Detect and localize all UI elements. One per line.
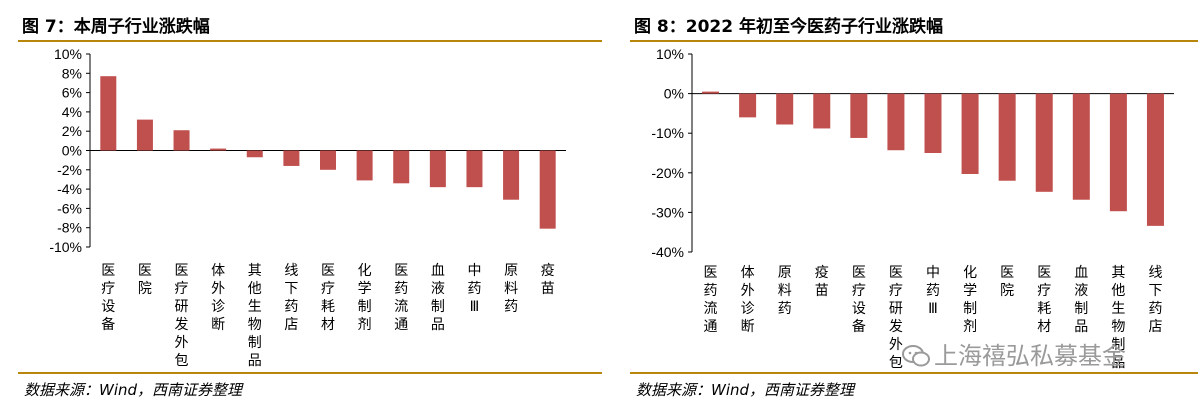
figure-8-chart: -40% -30% -20% -10% 0% 10% 医药流通 体外诊断 原料药 疫苗 医疗设备 医疗… — [651, 46, 1174, 371]
category-label: 医疗耗材 — [1037, 265, 1051, 335]
bar — [393, 150, 410, 184]
y-tick-label: -2% — [57, 162, 82, 178]
category-label: 化学制剂 — [358, 263, 372, 333]
category-label: 疫苗 — [541, 263, 555, 297]
bar — [813, 93, 831, 129]
y-tick-label: -20% — [651, 165, 684, 181]
category-label: 医疗设备 — [101, 263, 115, 333]
category-label: 医院 — [1000, 265, 1014, 299]
y-tick-label: 10% — [54, 46, 82, 62]
bar — [1035, 93, 1053, 192]
bar — [503, 150, 520, 200]
bar — [1109, 93, 1127, 212]
figure-8-source: 数据来源：Wind，西南证券整理 — [636, 381, 855, 399]
category-label: 原料药 — [778, 265, 792, 317]
category-label: 线下药店 — [284, 263, 298, 333]
category-label: 体外诊断 — [211, 263, 225, 333]
bar — [466, 150, 483, 188]
y-tick-label: -6% — [57, 200, 82, 216]
y-tick-label: 10% — [656, 46, 684, 62]
category-label: 中药 Ⅲ — [467, 263, 481, 315]
category-label: 其他生物制品 — [1111, 265, 1125, 371]
bar — [702, 91, 720, 94]
figure-7-panel: 图 7：本周子行业涨跌幅 -10% -8% -6% -4% -2% 0% 2% 4% 6% 8% 1… — [18, 17, 602, 399]
watermark-text: 上海禧弘私募基金 — [934, 342, 1126, 370]
figure-7-bottom-rule — [18, 372, 602, 374]
figure-8-title: 图 8：2022 年初至今医药子行业涨跌幅 — [634, 17, 943, 37]
category-label: 中药 Ⅲ — [926, 265, 940, 317]
category-label: 体外诊断 — [741, 265, 755, 335]
y-tick-label: 0% — [664, 86, 684, 102]
bar — [924, 93, 942, 153]
y-tick-label: 4% — [62, 104, 82, 120]
bar — [100, 76, 117, 151]
figure-8-panel: 图 8：2022 年初至今医药子行业涨跌幅 -40% -30% -20% -10% 0%… — [622, 0, 1198, 404]
bar — [1072, 93, 1090, 200]
bar — [887, 93, 905, 151]
bar — [998, 93, 1016, 181]
category-label: 医疗耗材 — [321, 263, 335, 333]
category-label: 血液制品 — [1074, 265, 1088, 335]
category-label: 其他生物制品 — [248, 263, 262, 369]
category-label: 原料药 — [504, 263, 518, 315]
bar — [1146, 93, 1164, 226]
category-label: 医药流通 — [394, 263, 408, 333]
category-label: 疫苗 — [815, 265, 829, 299]
bar — [429, 150, 446, 188]
category-label: 医疗设备 — [852, 265, 866, 335]
category-label: 血液制品 — [431, 263, 445, 333]
bar — [173, 130, 190, 151]
y-tick-label: -8% — [57, 220, 82, 236]
figure-7-title: 图 7：本周子行业涨跌幅 — [22, 17, 210, 37]
category-label: 医疗研发外包 — [889, 265, 903, 371]
bar — [850, 93, 868, 138]
category-label: 线下药店 — [1148, 265, 1162, 335]
figure-8-top-rule — [630, 40, 1198, 42]
bar — [539, 150, 556, 229]
y-tick-label: -40% — [651, 244, 684, 260]
category-label: 医疗研发外包 — [175, 263, 189, 369]
bar — [776, 93, 794, 125]
y-tick-label: 6% — [62, 85, 82, 101]
bar — [356, 150, 373, 181]
category-label: 医药流通 — [704, 265, 718, 335]
y-tick-label: -30% — [651, 204, 684, 220]
chat-bubble-icon — [902, 345, 930, 367]
figure-7-source: 数据来源：Wind，西南证券整理 — [24, 381, 243, 399]
y-tick-label: -10% — [651, 125, 684, 141]
category-label: 化学制剂 — [963, 265, 977, 335]
y-tick-label: 8% — [62, 65, 82, 81]
y-tick-label: -10% — [49, 239, 82, 255]
bar — [320, 150, 336, 170]
bar — [246, 150, 263, 158]
bar — [961, 93, 979, 174]
bar — [136, 119, 153, 151]
bar — [210, 148, 227, 151]
watermark: 上海禧弘私募基金 — [902, 336, 1126, 371]
bar — [283, 150, 300, 166]
bar — [739, 93, 757, 118]
y-tick-label: 0% — [62, 143, 82, 159]
category-label: 医院 — [138, 263, 152, 297]
y-tick-label: 2% — [62, 123, 82, 139]
figure-7-top-rule — [18, 40, 602, 42]
y-tick-label: -4% — [57, 181, 82, 197]
figure-7-chart: -10% -8% -6% -4% -2% 0% 2% 4% 6% 8% 10% 医疗设备 医院 医疗研发外… — [49, 46, 566, 369]
figure-8-bottom-rule — [630, 372, 1198, 374]
